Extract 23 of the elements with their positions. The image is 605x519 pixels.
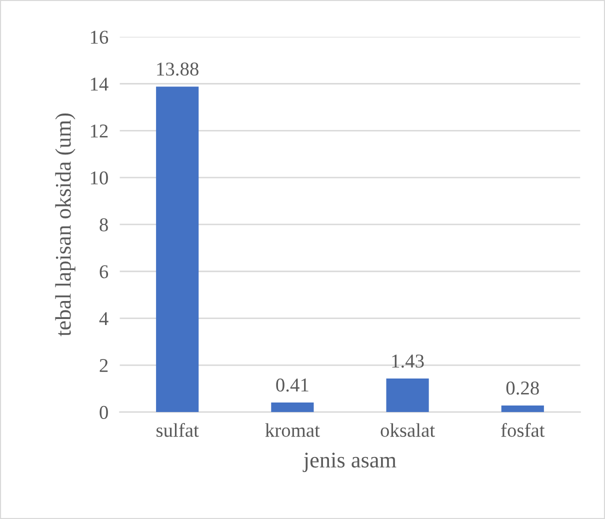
x-tick-label: fosfat [501, 423, 545, 437]
data-label: 0.28 [506, 382, 539, 395]
x-tick-label: sulfat [156, 423, 199, 437]
y-tick-label: 4 [99, 312, 108, 326]
x-tick-label: oksalat [380, 423, 435, 437]
y-axis-title: tebal lapisan oksida (um) [55, 113, 76, 336]
x-axis-title: jenis asam [302, 452, 396, 472]
y-tick-label: 10 [90, 171, 108, 184]
data-label: 13.88 [157, 62, 198, 76]
data-label: 0.41 [276, 378, 308, 392]
y-tick-label: 12 [90, 124, 108, 138]
bar [386, 378, 429, 412]
x-tick-label: kromat [265, 423, 320, 437]
bar [271, 402, 314, 412]
y-tick-label: 8 [100, 218, 108, 232]
data-label: 1.43 [392, 354, 424, 368]
y-tick-label: 2 [100, 359, 108, 372]
bar [156, 86, 199, 412]
y-tick-label: 6 [100, 265, 108, 278]
y-tick-label: 14 [90, 78, 108, 90]
y-tick-label: 16 [90, 30, 108, 44]
y-tick-label: 0 [100, 406, 108, 420]
bar [501, 406, 544, 412]
